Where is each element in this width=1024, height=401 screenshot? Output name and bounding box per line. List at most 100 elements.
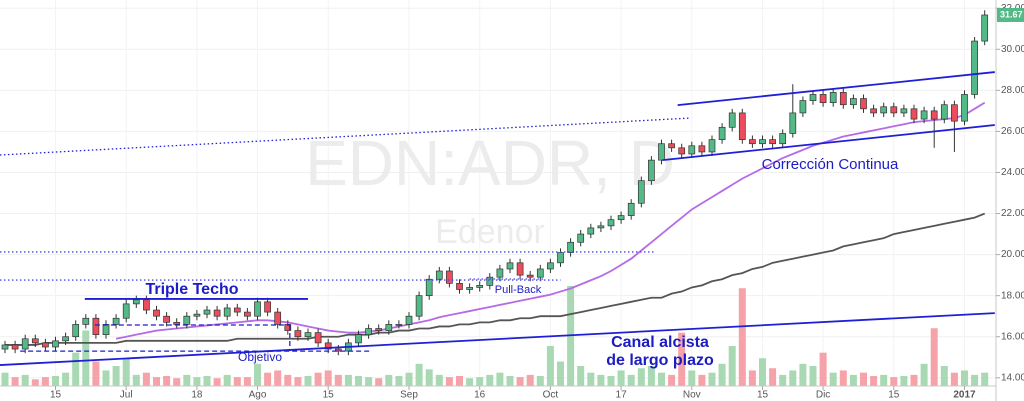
candle-body (718, 126, 726, 140)
trendline (0, 312, 995, 366)
candle-body (143, 299, 150, 311)
x-tick-label: 15 (50, 390, 62, 401)
candle-body (163, 315, 170, 323)
volume-bar (506, 376, 514, 386)
candle-body (294, 330, 302, 338)
candle-body (829, 92, 837, 104)
candle-body (910, 108, 918, 120)
candle-body (355, 334, 362, 344)
annotation-layer: Triple Techo Objetivo Pull-Back Corrección … (145, 156, 899, 369)
candle-body (1, 344, 9, 350)
candle-body (769, 139, 776, 145)
volume-bar (647, 366, 655, 386)
volume-bar (738, 288, 746, 386)
candle-body (375, 328, 383, 331)
volume-bar (112, 366, 120, 386)
annotation: Canal alcista (611, 334, 709, 351)
y-tick-label: 28.00 (1001, 85, 1024, 96)
trendline (0, 117, 690, 156)
volume-bar (617, 370, 625, 386)
annotation: de largo plazo (606, 352, 714, 369)
candle-body (547, 262, 554, 270)
volume-bar (536, 376, 544, 386)
candle-body (193, 313, 201, 317)
candle-body (213, 309, 221, 317)
candle-body (819, 94, 827, 104)
volume-bar (708, 372, 716, 386)
candle-body (334, 348, 342, 352)
candle-body (385, 324, 393, 331)
candle-body (981, 14, 989, 42)
volume-bar (284, 374, 292, 386)
volume-bar (799, 363, 807, 386)
candle-body (648, 159, 655, 182)
y-tick-label: 26.00 (1001, 126, 1024, 137)
candle-body (728, 112, 736, 128)
volume-bar (668, 374, 676, 386)
volume-bar (860, 372, 867, 386)
volume-bar (122, 358, 130, 386)
x-tick-label: 15 (323, 390, 335, 401)
candle-body (617, 215, 625, 221)
candle-body (183, 315, 191, 325)
trendline (677, 71, 995, 107)
volume-bar (365, 377, 373, 386)
volume-bar (476, 377, 484, 386)
candle-body (92, 317, 100, 336)
x-tick-label: Dic (816, 390, 830, 401)
candle-body (264, 301, 271, 313)
volume-bar (748, 370, 756, 386)
candle-body (82, 317, 90, 325)
volume-bar (314, 372, 322, 386)
y-tick-label: 24.00 (1001, 167, 1024, 178)
ma-layer (5, 101, 986, 346)
volume-bar (961, 370, 968, 386)
volume-bar (759, 358, 766, 386)
annotation: Objetivo (238, 350, 282, 364)
moving-average (115, 101, 986, 340)
volume-bar (627, 374, 635, 386)
candle-body (233, 307, 241, 313)
candle-body (203, 309, 211, 315)
candle-body (365, 328, 372, 336)
candle-body (799, 100, 807, 114)
volume-bar (183, 374, 191, 386)
candle-body (567, 241, 574, 253)
volume-bar (930, 328, 938, 386)
volume-bar (698, 374, 706, 386)
volume-bar (264, 372, 272, 386)
annotation: Triple Techo (145, 281, 238, 298)
x-tick-label: 15 (888, 390, 900, 401)
candle-body (102, 324, 110, 336)
volume-bar (890, 377, 898, 386)
volume-bar (425, 369, 433, 386)
volume-bar (72, 352, 80, 386)
volume-bar (728, 346, 736, 386)
candle-body (435, 270, 443, 280)
candle-body (668, 143, 675, 149)
y-tick-label: 30.00 (1001, 44, 1024, 55)
candle-body (930, 110, 938, 120)
volume-bar (31, 379, 39, 386)
watermark-name: Edenor (435, 213, 545, 251)
price-axis-bg (996, 0, 1024, 401)
candle-body (809, 94, 817, 101)
y-tick-label: 22.00 (1001, 208, 1024, 219)
candle-body (254, 301, 261, 317)
volume-bar (456, 376, 463, 386)
volume-bar (940, 366, 948, 386)
candle-body (698, 145, 706, 153)
volume-bar (910, 374, 918, 386)
candle-body (122, 303, 130, 319)
y-tick-label: 14.00 (1001, 372, 1024, 383)
candle-body (738, 112, 746, 140)
candle-body (446, 270, 453, 284)
candle-body (11, 344, 19, 350)
volume-bar (445, 377, 453, 386)
volume-bar (334, 374, 342, 386)
candle-body (637, 180, 645, 204)
volume-bar (435, 374, 443, 386)
candle-body (607, 219, 615, 227)
candle-body (506, 262, 514, 270)
volume-bar (486, 374, 494, 386)
